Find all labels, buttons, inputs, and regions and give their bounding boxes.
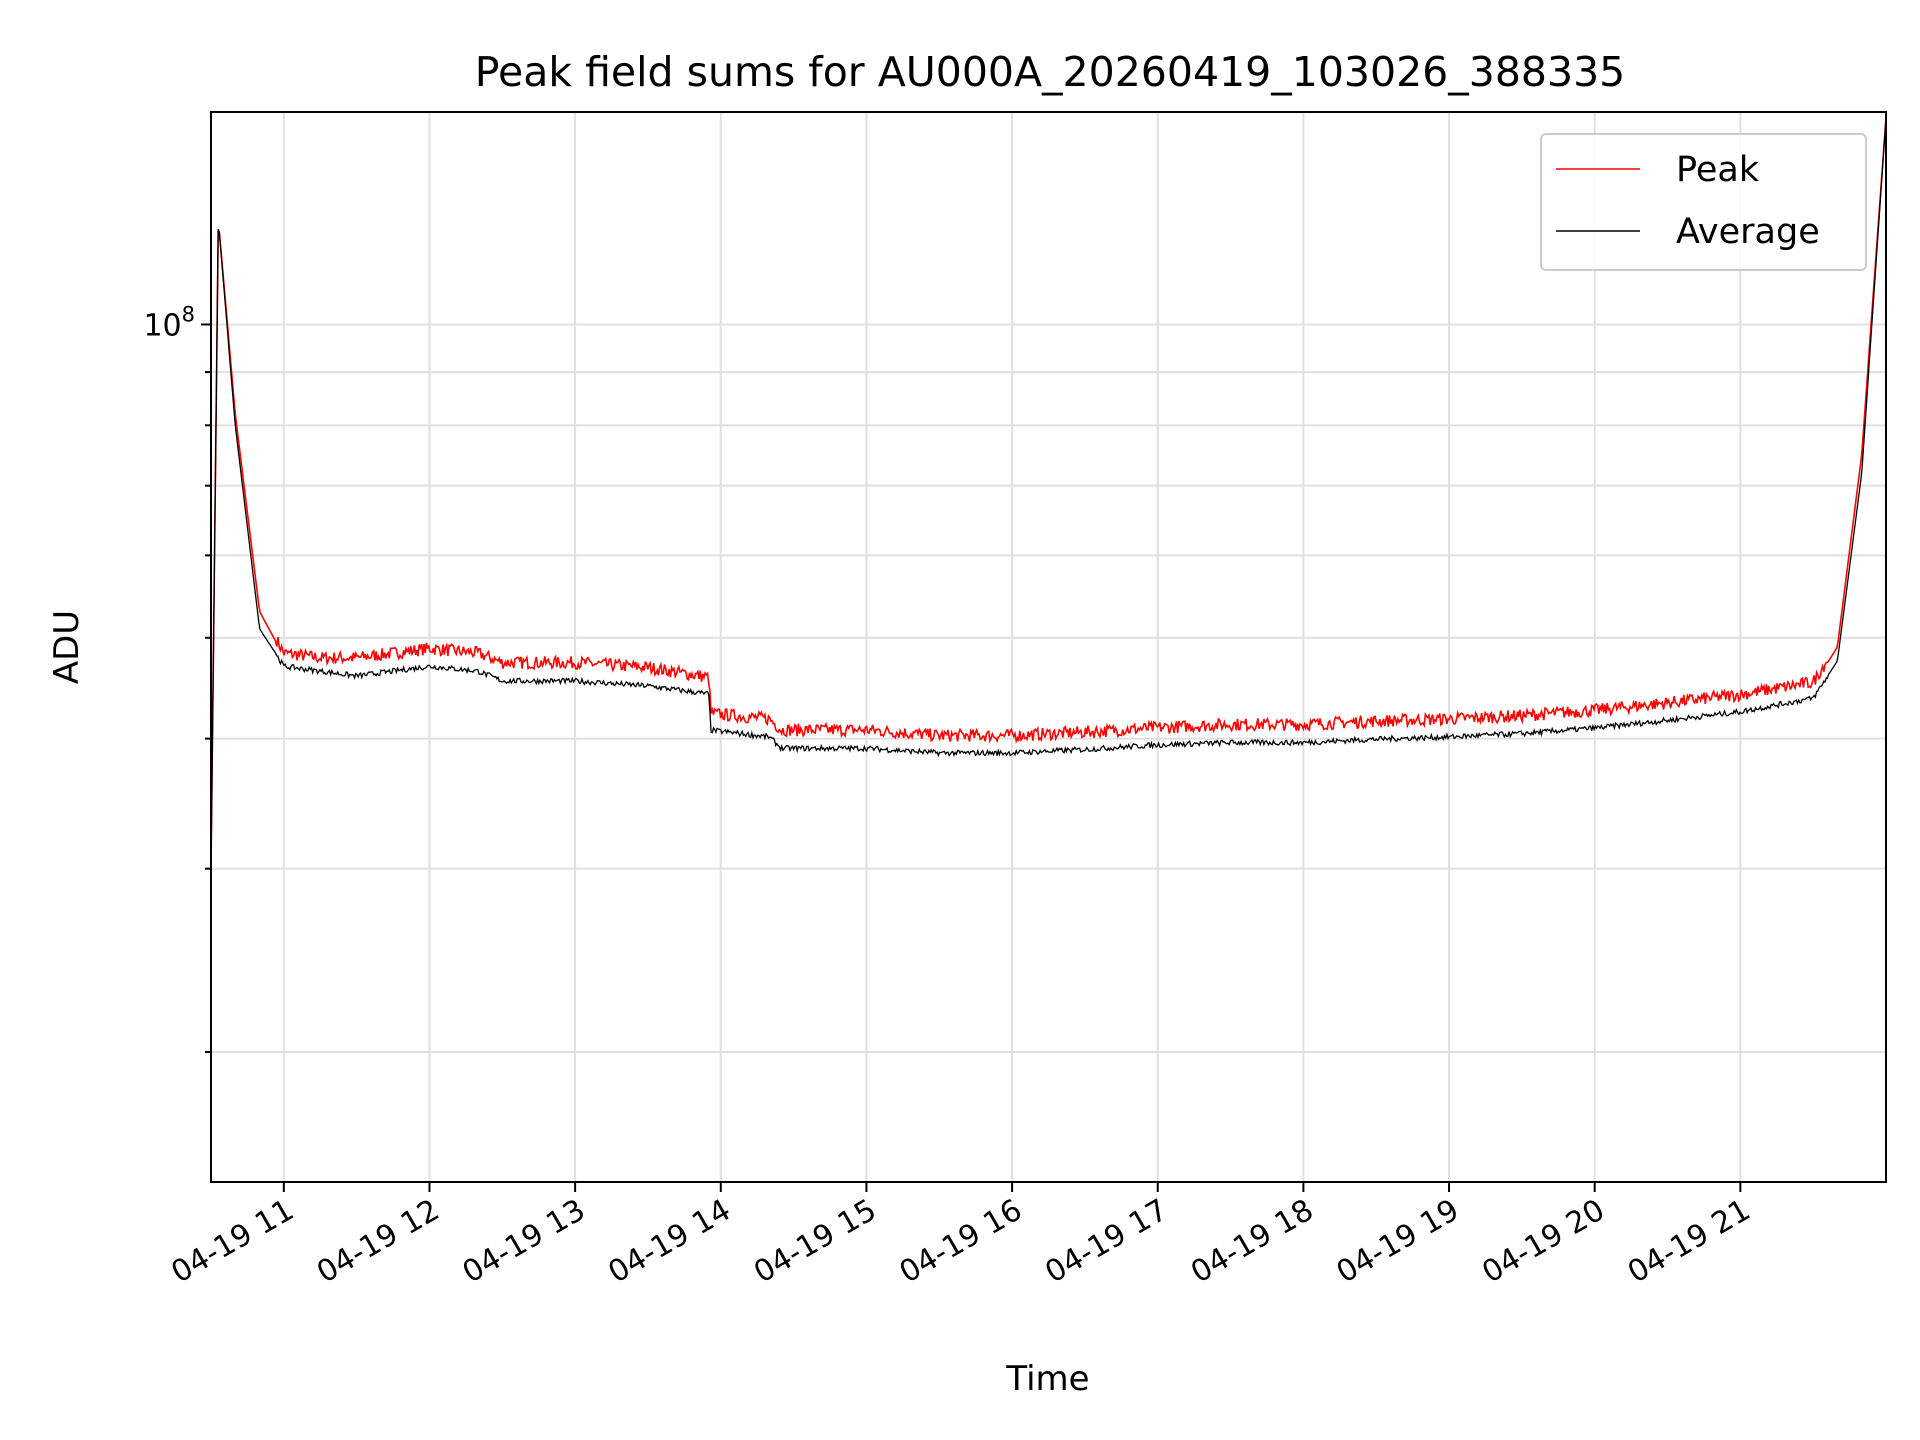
- legend: Peak Average: [1540, 133, 1867, 271]
- legend-label-peak: Peak: [1676, 150, 1760, 190]
- series-line-peak: [210, 117, 1887, 869]
- grid-layer: [211, 112, 1886, 1182]
- y-tick-label: 108: [143, 302, 195, 343]
- legend-label-average: Average: [1676, 212, 1820, 252]
- legend-box: [1540, 133, 1867, 271]
- chart-title: Peak field sums for AU000A_20260419_1030…: [475, 48, 1626, 96]
- x-axis-label: Time: [1005, 1359, 1089, 1399]
- series-line-average: [210, 117, 1887, 869]
- y-axis-label: ADU: [47, 610, 87, 684]
- series-layer: [210, 117, 1887, 869]
- plot-frame: [210, 111, 1887, 1183]
